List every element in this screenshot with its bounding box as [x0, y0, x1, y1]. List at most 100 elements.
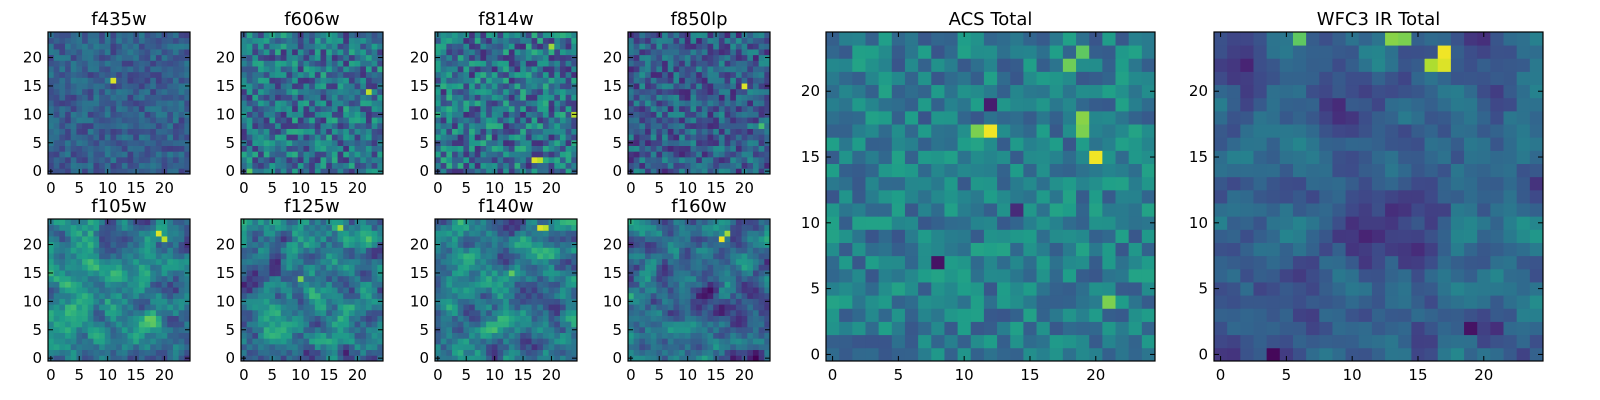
- heatmap-cell: [172, 66, 180, 73]
- heatmap-cell: [469, 77, 476, 84]
- heatmap-cell: [690, 32, 697, 39]
- heatmap-cell: [269, 332, 276, 339]
- heatmap-cell: [297, 156, 304, 164]
- heatmap-cell: [452, 224, 459, 231]
- heatmap-cell: [360, 298, 367, 305]
- heatmap-cell: [65, 162, 72, 169]
- heatmap-cell: [667, 292, 674, 299]
- heatmap-cell: [531, 83, 538, 90]
- heatmap-cell: [144, 122, 151, 129]
- heatmap-cell: [292, 43, 299, 50]
- heatmap-cell: [110, 100, 117, 107]
- heatmap-cell: [167, 258, 174, 265]
- heatmap-cell: [525, 287, 532, 294]
- heatmap-cell: [730, 349, 737, 356]
- heatmap-cell: [161, 343, 168, 351]
- heatmap-cell: [469, 156, 476, 164]
- heatmap-cell: [275, 309, 282, 316]
- heatmap-cell: [747, 117, 754, 124]
- heatmap-cell: [258, 236, 265, 243]
- heatmap-cell: [497, 355, 504, 362]
- heatmap-cell: [275, 77, 282, 84]
- heatmap-cell: [331, 122, 338, 129]
- heatmap-cell: [548, 71, 555, 78]
- heatmap-cell: [724, 168, 731, 175]
- heatmap-cell: [730, 134, 737, 141]
- heatmap-cell: [59, 134, 66, 141]
- heatmap-cell: [48, 253, 55, 260]
- heatmap-cell: [246, 236, 253, 243]
- heatmap-cell: [76, 326, 83, 333]
- heatmap-cell: [65, 224, 72, 231]
- heatmap-cell: [446, 54, 453, 61]
- heatmap-cell: [463, 60, 470, 67]
- heatmap-cell: [82, 338, 89, 345]
- heatmap-cell: [696, 139, 703, 146]
- heatmap-cell: [326, 37, 333, 44]
- heatmap-cell: [348, 37, 355, 44]
- heatmap-cell: [673, 139, 680, 146]
- heatmap-cell: [435, 162, 442, 169]
- heatmap-cell: [514, 304, 521, 311]
- heatmap-cell: [713, 139, 720, 146]
- heatmap-cell: [263, 264, 270, 271]
- heatmap-cell: [633, 151, 640, 158]
- heatmap-cell: [474, 37, 481, 44]
- heatmap-cell: [480, 83, 487, 90]
- heatmap-cell: [138, 88, 145, 95]
- heatmap-cell: [343, 275, 350, 282]
- heatmap-cell: [565, 321, 572, 328]
- heatmap-cell: [645, 309, 652, 316]
- heatmap-cell: [656, 60, 663, 67]
- heatmap-cell: [76, 139, 83, 146]
- heatmap-cell: [297, 111, 304, 118]
- heatmap-cell: [348, 224, 355, 231]
- heatmap-cell: [133, 49, 140, 56]
- heatmap-cell: [48, 128, 55, 135]
- heatmap-cell: [452, 349, 459, 356]
- heatmap-cell: [104, 281, 111, 288]
- heatmap-cell: [531, 253, 538, 260]
- heatmap-cell: [633, 292, 640, 299]
- heatmap-cell: [639, 49, 646, 56]
- x-tick-label: 0: [239, 366, 249, 384]
- panel-title: f140w: [478, 196, 533, 217]
- heatmap-cell: [320, 77, 327, 84]
- heatmap-cell: [662, 162, 669, 169]
- heatmap-cell: [167, 315, 174, 322]
- heatmap-cell: [741, 332, 748, 339]
- heatmap-cell: [70, 270, 77, 277]
- heatmap-cell: [354, 128, 361, 135]
- heatmap-cell: [696, 43, 703, 50]
- heatmap-cell: [645, 77, 652, 84]
- heatmap-cell: [559, 49, 567, 56]
- heatmap-cell: [348, 71, 355, 78]
- heatmap-cell: [542, 230, 549, 237]
- heatmap-cell: [474, 247, 481, 254]
- heatmap-cell: [292, 151, 299, 158]
- heatmap-cell: [673, 349, 680, 356]
- heatmap-cell: [348, 162, 355, 169]
- heatmap-cell: [59, 151, 66, 158]
- heatmap-cell: [59, 275, 66, 282]
- heatmap-cell: [99, 77, 106, 84]
- heatmap-cell: [741, 315, 748, 322]
- heatmap-cell: [104, 128, 111, 135]
- heatmap-cell: [286, 156, 293, 164]
- heatmap-cell: [155, 292, 162, 299]
- heatmap-cell: [303, 60, 310, 67]
- heatmap-cell: [286, 66, 293, 73]
- heatmap-cell: [377, 247, 384, 254]
- heatmap-cell: [452, 253, 459, 260]
- heatmap-cell: [354, 264, 361, 271]
- x-tick-label: 15: [513, 179, 532, 197]
- heatmap-cell: [297, 60, 304, 67]
- heatmap-cell: [53, 258, 60, 265]
- heatmap-cell: [138, 338, 145, 345]
- heatmap-cell: [331, 88, 338, 95]
- heatmap-cell: [452, 122, 459, 129]
- heatmap-cell: [280, 66, 287, 73]
- heatmap-cell: [684, 338, 691, 345]
- heatmap-cell: [155, 343, 162, 351]
- heatmap-cell: [263, 60, 270, 67]
